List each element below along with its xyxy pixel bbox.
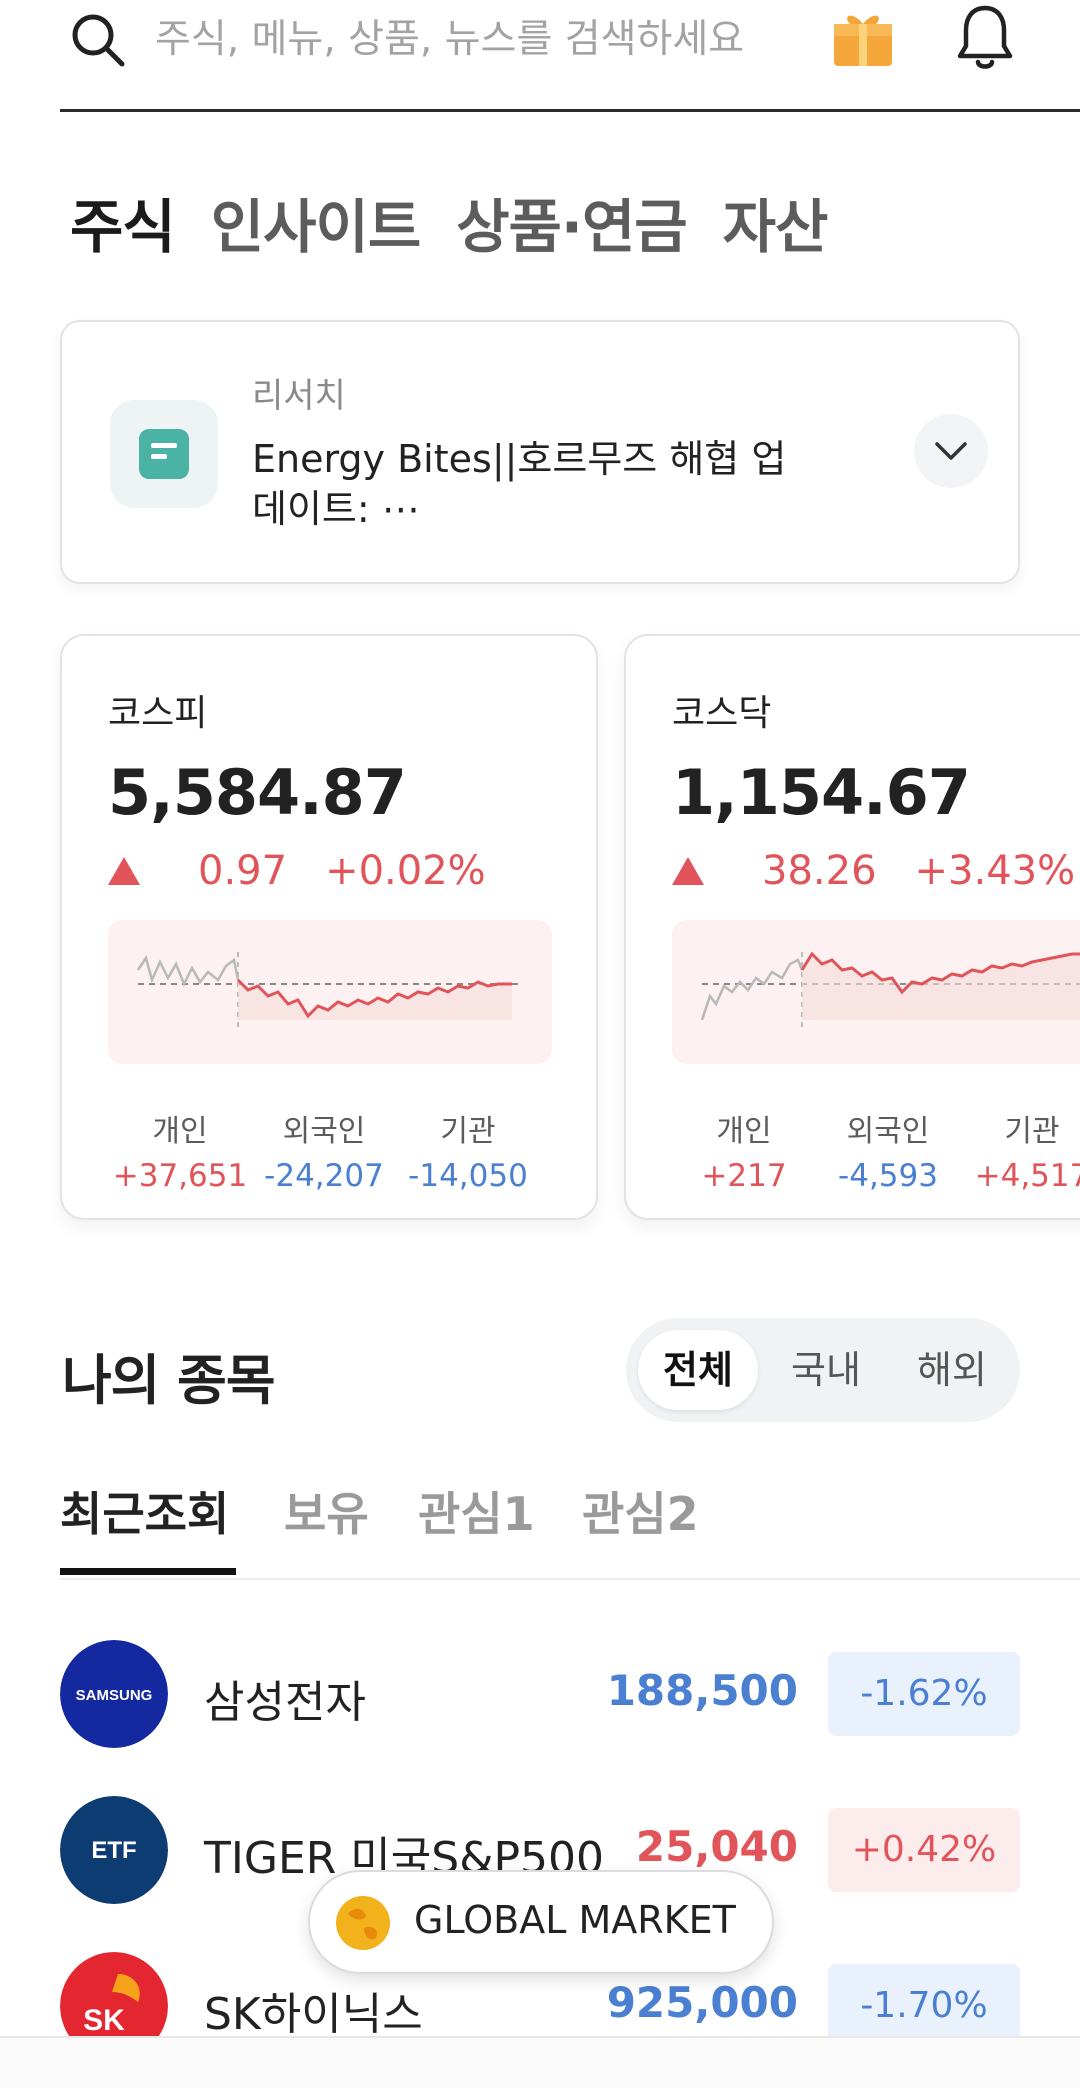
tab-recent[interactable]: 최근조회 [60, 1487, 230, 1541]
up-arrow-icon [108, 857, 140, 885]
index-value: 5,584.87 [108, 756, 407, 829]
index-change: 0.97 +0.02% [108, 848, 486, 894]
index-change: 38.26 +3.43% [672, 848, 1075, 894]
investor-flows: 개인 +217 외국인 -4,593 기관 +4,517 [672, 1106, 1080, 1194]
kosdaq-sparkline [672, 920, 1080, 1064]
my-stocks-title: 나의 종목 [62, 1349, 276, 1412]
kospi-sparkline [108, 920, 552, 1064]
active-tab-indicator [60, 1568, 236, 1575]
segment-overseas[interactable]: 해외 [917, 1348, 987, 1392]
research-label: 리서치 [252, 376, 346, 416]
tab-assets[interactable]: 자산 [722, 193, 829, 261]
svg-text:SK: SK [83, 2004, 125, 2037]
global-market-button[interactable]: GLOBAL MARKET [308, 1870, 774, 1974]
etf-logo: ETF [60, 1796, 168, 1904]
index-value: 1,154.67 [672, 756, 971, 829]
bell-icon[interactable] [950, 2, 1020, 74]
segment-all[interactable]: 전체 [638, 1330, 758, 1410]
gift-icon[interactable] [830, 8, 896, 68]
stock-name: 삼성전자 [204, 1677, 366, 1728]
change-points: 38.26 [762, 848, 877, 894]
tab-stocks[interactable]: 주식 [70, 193, 176, 261]
index-name: 코스닥 [672, 693, 772, 734]
svg-text:SAMSUNG: SAMSUNG [76, 1687, 153, 1704]
change-percent: +3.43% [914, 848, 1076, 894]
investor-individual: 개인 +37,651 [112, 1114, 248, 1194]
research-expand-button[interactable] [914, 414, 988, 488]
search-icon[interactable] [68, 10, 128, 70]
tab-holdings[interactable]: 보유 [284, 1487, 369, 1541]
market-filter-segment: 전체 국내 해외 [626, 1318, 1020, 1422]
stock-price: 25,040 [635, 1822, 798, 1871]
segment-domestic[interactable]: 국내 [791, 1348, 861, 1392]
stock-list-tabs: 최근조회 보유 관심1 관심2 [60, 1470, 1080, 1580]
change-badge: -1.70% [828, 1964, 1020, 2048]
samsung-logo: SAMSUNG [60, 1640, 168, 1748]
investor-individual: 개인 +217 [701, 1114, 787, 1194]
change-percent: +0.02% [325, 848, 486, 894]
investor-institution: 기관 -14,050 [408, 1114, 528, 1194]
tab-products-pension[interactable]: 상품·연금 [456, 193, 687, 261]
up-arrow-icon [672, 857, 704, 885]
svg-text:ETF: ETF [91, 1837, 136, 1864]
global-market-label: GLOBAL MARKET [414, 1898, 736, 1942]
change-badge: +0.42% [828, 1808, 1020, 1892]
bottom-nav[interactable] [0, 2036, 1080, 2088]
document-icon [139, 429, 189, 479]
investor-flows: 개인 +37,651 외국인 -24,207 기관 -14,050 [108, 1106, 540, 1194]
stock-row[interactable]: SK SK하이닉스 925,000 -1.70% [60, 1952, 1020, 2062]
sk-logo: SK [60, 1952, 168, 2060]
stock-row[interactable]: SAMSUNG 삼성전자 188,500 -1.62% [60, 1640, 1020, 1750]
investor-foreign: 외국인 -4,593 [838, 1114, 938, 1194]
investor-institution: 기관 +4,517 [974, 1114, 1080, 1194]
index-card-kosdaq[interactable]: 코스닥 1,154.67 38.26 +3.43% 개인 +217 외국인 -4… [624, 634, 1080, 1220]
index-name: 코스피 [108, 693, 208, 734]
research-card[interactable]: 리서치 Energy Bites||호르무즈 해협 업데이트: ⋯ [60, 320, 1020, 584]
index-card-kospi[interactable]: 코스피 5,584.87 0.97 +0.02% 개인 +37,651 외국인 … [60, 634, 598, 1220]
search-bar [60, 0, 1080, 112]
tab-insight[interactable]: 인사이트 [210, 193, 421, 261]
investor-foreign: 외국인 -24,207 [264, 1114, 384, 1194]
globe-icon [336, 1896, 390, 1950]
research-title[interactable]: Energy Bites||호르무즈 해협 업데이트: ⋯ [252, 437, 787, 531]
stock-price: 188,500 [606, 1666, 798, 1715]
chevron-down-icon [935, 442, 967, 460]
tab-watchlist-1[interactable]: 관심1 [418, 1487, 535, 1541]
research-icon-box [110, 400, 218, 508]
change-points: 0.97 [198, 848, 288, 894]
stock-name: SK하이닉스 [204, 1989, 423, 2040]
search-input[interactable] [155, 6, 855, 72]
stock-price: 925,000 [606, 1978, 798, 2027]
top-tabs: 주식 인사이트 상품·연금 자산 [70, 180, 829, 264]
tab-watchlist-2[interactable]: 관심2 [582, 1487, 699, 1541]
change-badge: -1.62% [828, 1652, 1020, 1736]
